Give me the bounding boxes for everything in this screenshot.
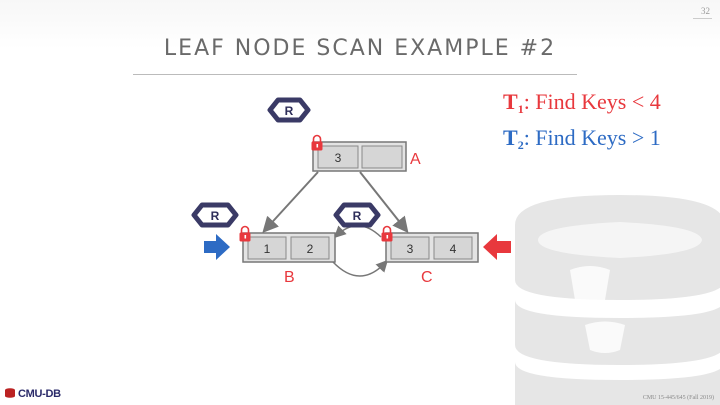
txn-name: T — [503, 89, 518, 114]
node-key: 4 — [450, 242, 457, 256]
node-key: 1 — [264, 242, 271, 256]
txn-name: T — [503, 125, 518, 150]
node-key: 3 — [407, 242, 414, 256]
query-t1: T1: Find Keys < 4 — [503, 89, 661, 117]
node-key: 3 — [335, 151, 342, 165]
latch-mode: R — [285, 104, 294, 118]
title-divider — [133, 74, 577, 75]
tree-edge-a-c — [359, 171, 409, 234]
txn-subscript: 2 — [517, 138, 524, 152]
t2-scan-arrow-icon — [204, 234, 230, 260]
node-key: 2 — [307, 242, 314, 256]
lock-icon — [239, 225, 251, 242]
tree-node-b: 1 2 — [242, 232, 336, 263]
lock-icon — [381, 225, 393, 242]
sibling-pointer-b-to-c — [332, 259, 389, 277]
query-text: : Find Keys > 1 — [523, 125, 661, 150]
node-label-b: B — [284, 269, 295, 286]
latch-mode: R — [353, 209, 362, 223]
tree-edge-a-b — [262, 171, 319, 233]
read-latch-a: R — [267, 97, 311, 123]
txn-subscript: 1 — [517, 102, 524, 116]
tree-node-c: 3 4 — [385, 232, 479, 263]
slide-title: LEAF NODE SCAN EXAMPLE #2 — [163, 36, 557, 61]
tree-node-a: 3 — [312, 141, 407, 172]
latch-mode: R — [211, 209, 220, 223]
query-text: : Find Keys < 4 — [523, 89, 661, 114]
lock-icon — [311, 134, 323, 151]
logo-text: CMU-DB — [18, 388, 61, 400]
cmu-db-logo: CMU-DB — [4, 388, 61, 400]
read-latch-b: R — [191, 202, 239, 228]
course-label: CMU 15-445/645 (Fall 2019) — [642, 395, 714, 401]
node-label-c: C — [421, 269, 433, 286]
read-latch-c: R — [333, 202, 381, 228]
node-label-a: A — [410, 151, 421, 168]
slide-number: 32 — [693, 6, 712, 19]
t1-scan-arrow-icon — [483, 234, 511, 260]
query-t2: T2: Find Keys > 1 — [503, 125, 661, 153]
database-logo-icon — [5, 388, 15, 398]
